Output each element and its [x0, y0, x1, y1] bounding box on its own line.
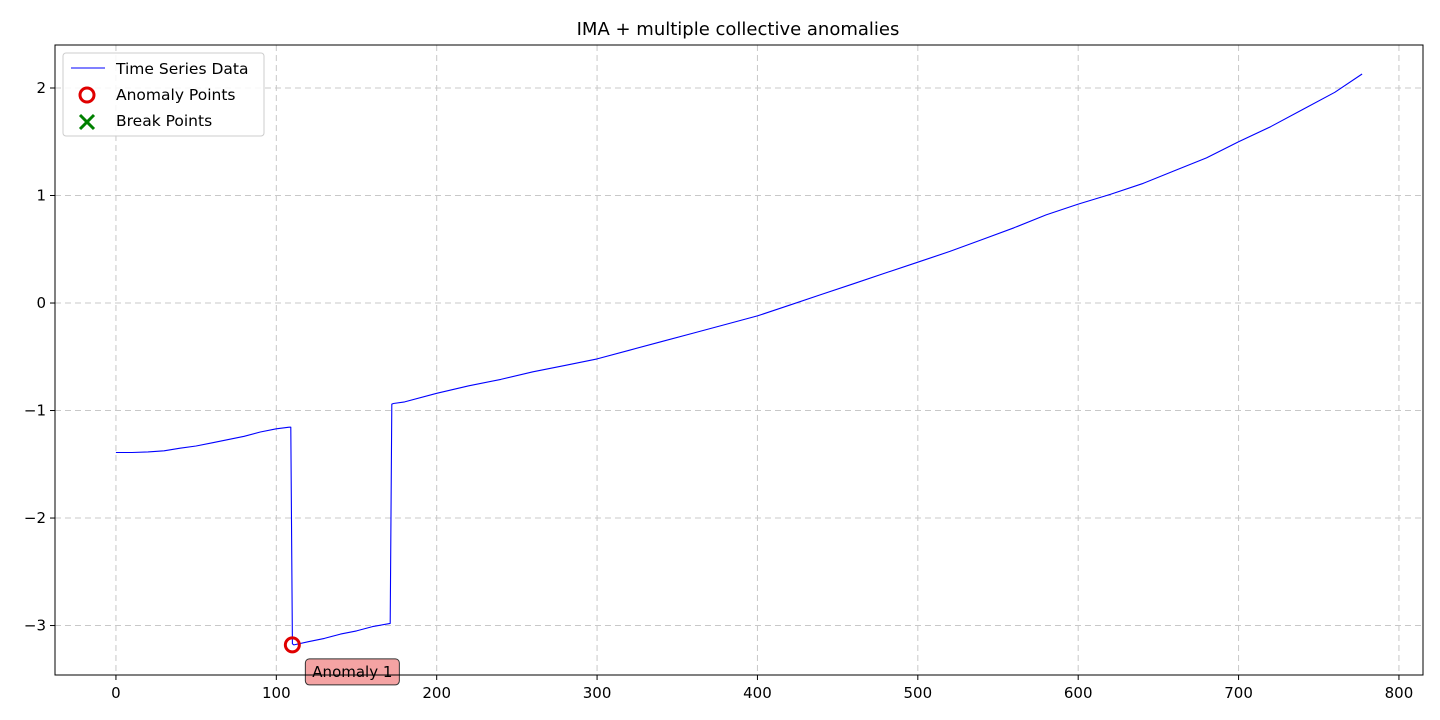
legend-label-anomaly: Anomaly Points	[116, 86, 235, 104]
x-tick-label: 0	[111, 684, 121, 702]
legend-break-marker	[78, 113, 96, 131]
x-tick-label: 400	[743, 684, 772, 702]
series-line	[115, 73, 1363, 646]
legend-box	[62, 52, 265, 137]
y-tick-label: −2	[24, 509, 46, 527]
annotation-box	[304, 658, 400, 686]
x-tick-label: 800	[1385, 684, 1414, 702]
x-tick-label: 100	[262, 684, 291, 702]
x-tick-label: 600	[1064, 684, 1093, 702]
legend: Time Series Data Anomaly Points Break Po…	[62, 52, 265, 137]
y-tick-label: −3	[24, 617, 46, 635]
y-tick-label: 1	[36, 187, 46, 205]
chart-title: IMA + multiple collective anomalies	[577, 19, 900, 40]
series-layer	[115, 73, 1363, 646]
y-tick-label: −1	[24, 402, 46, 420]
anomaly-markers	[283, 636, 301, 654]
anomaly-point	[283, 636, 301, 654]
legend-anomaly-marker	[78, 86, 96, 104]
x-tick-label: 300	[583, 684, 612, 702]
annotation-label: Anomaly 1	[312, 663, 392, 681]
annotations: Anomaly 1	[304, 658, 400, 686]
y-tick-label: 2	[36, 79, 46, 97]
legend-label-series: Time Series Data	[115, 60, 248, 78]
legend-label-break: Break Points	[116, 112, 212, 130]
axis-ticks: 0 100 200 300 400 500 600 700 800 −3 −2 −1 0 1 2	[24, 79, 1413, 702]
x-tick-label: 200	[422, 684, 451, 702]
x-tick-label: 700	[1224, 684, 1253, 702]
x-tick-label: 500	[903, 684, 932, 702]
grid	[55, 45, 1423, 675]
y-tick-label: 0	[36, 294, 46, 312]
plot-frame	[54, 44, 1424, 676]
